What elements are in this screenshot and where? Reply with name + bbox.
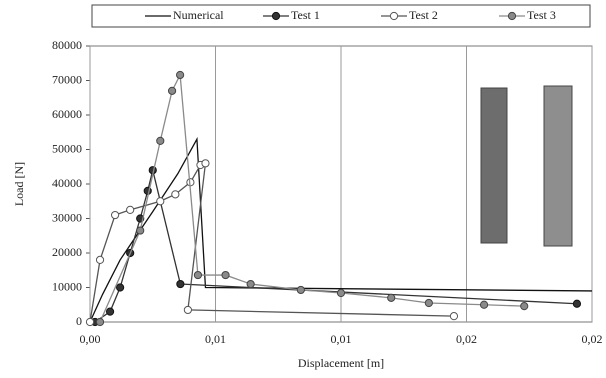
series-line <box>90 163 454 322</box>
data-point <box>117 284 124 291</box>
data-point <box>96 256 103 263</box>
data-point <box>127 206 134 213</box>
chart: Displacement [m] Load [N] 0 10000 20000 300… <box>0 0 606 378</box>
data-point <box>112 211 119 218</box>
data-point <box>177 71 184 78</box>
x-tick-label: 0,01 <box>205 332 226 346</box>
data-point <box>480 301 487 308</box>
data-point <box>184 306 191 313</box>
y-tick-label: 50000 <box>52 141 82 155</box>
data-point <box>297 286 304 293</box>
y-tick-label: 30000 <box>52 210 82 224</box>
data-point <box>172 191 179 198</box>
data-point <box>521 303 528 310</box>
data-point <box>247 280 254 287</box>
y-tick-label: 10000 <box>52 279 82 293</box>
data-point <box>450 313 457 320</box>
legend-label: Test 3 <box>527 8 556 22</box>
legend-label: Numerical <box>173 8 224 22</box>
data-point <box>137 227 144 234</box>
data-point <box>388 294 395 301</box>
legend-marker <box>508 12 515 19</box>
data-point <box>157 198 164 205</box>
beam-image <box>544 86 572 246</box>
y-tick-label: 60000 <box>52 107 82 121</box>
data-point <box>86 318 93 325</box>
y-tick-label: 20000 <box>52 245 82 259</box>
data-point <box>337 289 344 296</box>
x-axis-label: Displacement [m] <box>298 356 384 370</box>
x-tick-label: 0,01 <box>331 332 352 346</box>
x-tick-label: 0,00 <box>80 332 101 346</box>
x-tick-label: 0,02 <box>456 332 477 346</box>
y-tick-label: 0 <box>76 314 82 328</box>
data-point <box>157 137 164 144</box>
data-point <box>96 318 103 325</box>
legend-marker <box>272 12 279 19</box>
legend-marker <box>390 12 397 19</box>
data-point <box>425 299 432 306</box>
data-point <box>573 300 580 307</box>
y-axis-label: Load [N] <box>12 162 26 206</box>
series-line <box>100 75 524 322</box>
x-tick-label: 0,02 <box>582 332 603 346</box>
y-tick-label: 80000 <box>52 38 82 52</box>
y-tick-label: 70000 <box>52 72 82 86</box>
y-tick-label: 40000 <box>52 176 82 190</box>
data-point <box>194 271 201 278</box>
beam-image <box>481 88 507 243</box>
page: {"chart_data": {"type": "line", "x_label… <box>0 0 606 378</box>
data-point <box>177 280 184 287</box>
beam-images <box>481 86 572 246</box>
data-point <box>202 160 209 167</box>
legend-label: Test 2 <box>409 8 438 22</box>
legend-label: Test 1 <box>291 8 320 22</box>
data-point <box>222 271 229 278</box>
data-point <box>106 308 113 315</box>
data-point <box>168 87 175 94</box>
